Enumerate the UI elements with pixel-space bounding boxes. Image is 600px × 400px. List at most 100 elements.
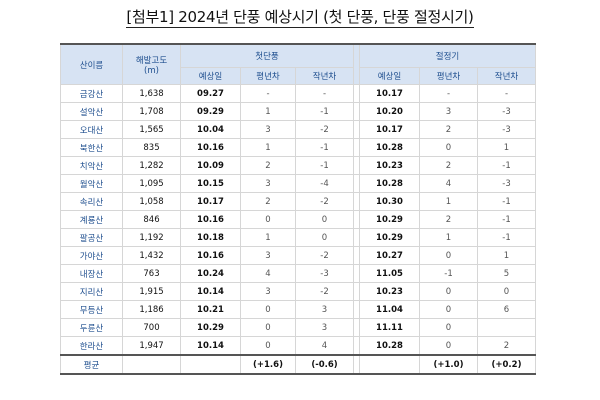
average-altitude xyxy=(122,354,181,375)
peak-vs-normal: 1 xyxy=(419,228,478,247)
peak-vs-last-year: -1 xyxy=(477,192,536,211)
first-vs-normal: 1 xyxy=(240,102,296,121)
first-expected-date: 10.18 xyxy=(180,228,241,247)
header-altitude-unit: (m) xyxy=(144,65,159,76)
peak-vs-normal: 2 xyxy=(419,210,478,229)
altitude: 1,095 xyxy=(122,174,181,193)
peak-vs-last-year: 0 xyxy=(477,282,536,301)
peak-vs-normal: 0 xyxy=(419,138,478,157)
peak-vs-last-year: 2 xyxy=(477,336,536,356)
altitude: 1,915 xyxy=(122,282,181,301)
peak-vs-last-year: - xyxy=(477,84,536,103)
header-peak-vs-normal: 평년차 xyxy=(419,67,478,85)
table-row: 금강산 1,638 09.27- -10.17- - xyxy=(60,84,536,103)
table-row: 월악산 1,095 10.15 3 -4 10.28 4 -3 xyxy=(60,174,536,193)
altitude: 700 xyxy=(122,318,181,337)
header-first-vs-normal: 평년차 xyxy=(240,67,296,85)
table-body: 금강산 1,638 09.27- -10.17- - 설악산 1,708 09.29 1 -1 10… xyxy=(60,84,536,356)
header-mountain: 산이름 xyxy=(60,43,123,85)
first-expected-date: 10.15 xyxy=(180,174,241,193)
peak-vs-normal: - xyxy=(419,84,478,103)
first-vs-last-year: -2 xyxy=(295,192,354,211)
first-vs-normal: 0 xyxy=(240,336,296,356)
first-expected-date: 10.24 xyxy=(180,264,241,283)
mountain-name: 계룡산 xyxy=(60,210,123,229)
first-vs-last-year: 4 xyxy=(295,336,354,356)
mountain-name: 무등산 xyxy=(60,300,123,319)
peak-vs-normal: -1 xyxy=(419,264,478,283)
first-expected-date: 10.21 xyxy=(180,300,241,319)
peak-expected-date: 10.29 xyxy=(359,210,420,229)
peak-expected-date: 11.04 xyxy=(359,300,420,319)
first-expected-date: 10.14 xyxy=(180,282,241,301)
first-vs-normal: 2 xyxy=(240,156,296,175)
average-peak-vs-last-year: (+0.2) xyxy=(477,354,536,375)
first-vs-normal: 0 xyxy=(240,300,296,319)
first-vs-normal: 1 xyxy=(240,138,296,157)
altitude: 1,432 xyxy=(122,246,181,265)
first-vs-last-year: -1 xyxy=(295,138,354,157)
document-title: [첨부1] 2024년 단풍 예상시기 (첫 단풍, 단풍 절정시기) xyxy=(0,6,600,28)
peak-expected-date: 10.27 xyxy=(359,246,420,265)
mountain-name: 오대산 xyxy=(60,120,123,139)
mountain-name: 지리산 xyxy=(60,282,123,301)
header-peak-vs-last-year: 작년차 xyxy=(477,67,536,85)
peak-expected-date: 10.23 xyxy=(359,282,420,301)
mountain-name: 한라산 xyxy=(60,336,123,356)
first-vs-last-year: 0 xyxy=(295,210,354,229)
average-first-vs-last-year: (-0.6) xyxy=(295,354,354,375)
mountain-name: 치악산 xyxy=(60,156,123,175)
first-expected-date: 10.17 xyxy=(180,192,241,211)
average-peak-vs-normal: (+1.0) xyxy=(419,354,478,375)
peak-vs-normal: 0 xyxy=(419,318,478,337)
peak-vs-last-year: 6 xyxy=(477,300,536,319)
mountain-name: 북한산 xyxy=(60,138,123,157)
first-expected-date: 09.29 xyxy=(180,102,241,121)
first-vs-last-year: -2 xyxy=(295,246,354,265)
altitude: 846 xyxy=(122,210,181,229)
peak-expected-date: 10.30 xyxy=(359,192,420,211)
peak-vs-normal: 2 xyxy=(419,120,478,139)
header-first-expected-date: 예상일 xyxy=(180,67,241,85)
peak-vs-normal: 3 xyxy=(419,102,478,121)
table-row: 팔공산 1,192 10.18 1 0 10.29 1 -1 xyxy=(60,228,536,247)
peak-expected-date: 10.29 xyxy=(359,228,420,247)
first-vs-normal: 3 xyxy=(240,246,296,265)
average-row: 평균 (+1.6) (-0.6) (+1.0) (+0.2) xyxy=(60,354,536,375)
altitude: 1,947 xyxy=(122,336,181,356)
peak-vs-last-year xyxy=(477,318,536,337)
peak-vs-normal: 0 xyxy=(419,336,478,356)
peak-expected-date: 11.11 xyxy=(359,318,420,337)
table-row: 가야산 1,432 10.16 3 -2 10.27 0 1 xyxy=(60,246,536,265)
table-row: 한라산 1,947 10.14 0 4 10.28 0 2 xyxy=(60,336,536,356)
peak-vs-normal: 0 xyxy=(419,300,478,319)
altitude: 1,192 xyxy=(122,228,181,247)
peak-expected-date: 11.05 xyxy=(359,264,420,283)
altitude: 1,186 xyxy=(122,300,181,319)
altitude: 1,638 xyxy=(122,84,181,103)
header-altitude: 해발고도 (m) xyxy=(122,43,181,85)
altitude: 1,565 xyxy=(122,120,181,139)
first-expected-date: 10.29 xyxy=(180,318,241,337)
table-row: 북한산 835 10.16 1 -1 10.28 0 1 xyxy=(60,138,536,157)
peak-expected-date: 10.23 xyxy=(359,156,420,175)
peak-vs-normal: 2 xyxy=(419,156,478,175)
table-row: 지리산 1,915 10.14 3 -2 10.23 0 0 xyxy=(60,282,536,301)
first-expected-date: 10.16 xyxy=(180,210,241,229)
first-vs-last-year: 3 xyxy=(295,300,354,319)
table-row: 속리산 1,058 10.17 2 -2 10.30 1 -1 xyxy=(60,192,536,211)
table-row: 계룡산 846 10.16 0 0 10.29 2 -1 xyxy=(60,210,536,229)
mountain-name: 월악산 xyxy=(60,174,123,193)
first-vs-normal: 0 xyxy=(240,210,296,229)
first-vs-last-year: 0 xyxy=(295,228,354,247)
peak-expected-date: 10.28 xyxy=(359,138,420,157)
altitude: 1,282 xyxy=(122,156,181,175)
first-vs-last-year: -1 xyxy=(295,156,354,175)
first-vs-last-year: 3 xyxy=(295,318,354,337)
altitude: 835 xyxy=(122,138,181,157)
first-expected-date: 10.16 xyxy=(180,246,241,265)
peak-vs-last-year: 1 xyxy=(477,138,536,157)
peak-vs-last-year: -3 xyxy=(477,102,536,121)
average-label: 평균 xyxy=(60,354,123,375)
peak-vs-last-year: -1 xyxy=(477,156,536,175)
